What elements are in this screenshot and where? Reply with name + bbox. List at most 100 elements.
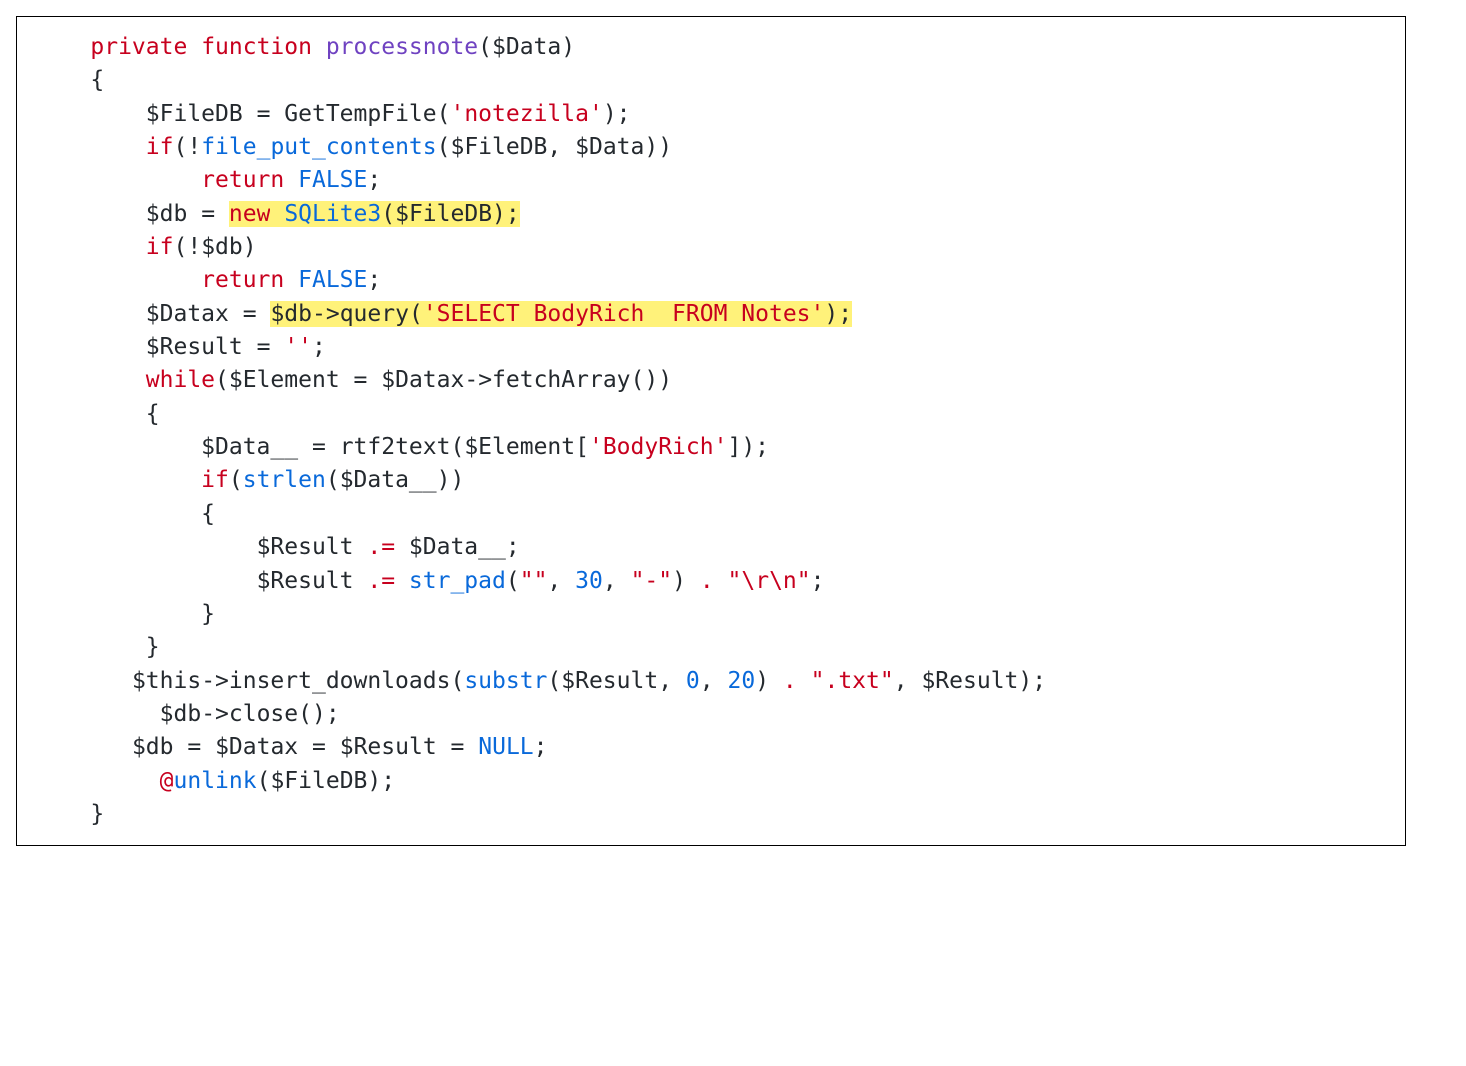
- token-variable: $Datax: [381, 367, 464, 393]
- token-punctuation: !: [187, 234, 201, 260]
- indent: [35, 668, 132, 694]
- token-punctuation: ): [755, 668, 769, 694]
- token-punctuation: ->: [201, 701, 229, 727]
- token-keyword: .: [783, 668, 797, 694]
- token-keyword: function: [201, 34, 312, 60]
- token-punctuation: ): [492, 201, 506, 227]
- token-builtin: substr: [464, 668, 547, 694]
- code-line: return FALSE;: [35, 264, 1387, 297]
- token-punctuation: =: [257, 334, 271, 360]
- token-variable: $this: [132, 668, 201, 694]
- token-text: [270, 201, 284, 227]
- token-punctuation: {: [201, 501, 215, 527]
- token-punctuation: ;: [367, 267, 381, 293]
- token-string: "": [520, 568, 548, 594]
- code-container: private function processnote($Data) { $F…: [16, 16, 1406, 846]
- indent: [35, 367, 146, 393]
- token-text: [173, 734, 187, 760]
- token-punctuation: ;: [755, 434, 769, 460]
- code-line: }: [35, 631, 1387, 664]
- token-punctuation: ): [603, 101, 617, 127]
- token-punctuation: =: [257, 101, 271, 127]
- indent: [35, 467, 201, 493]
- token-punctuation: (: [381, 201, 395, 227]
- code-line: $db = $Datax = $Result = NULL;: [35, 731, 1387, 764]
- code-line: while($Element = $Datax->fetchArray()): [35, 364, 1387, 397]
- token-punctuation: ): [437, 467, 451, 493]
- token-text: [672, 668, 686, 694]
- token-number: 20: [728, 668, 756, 694]
- token-text: [243, 101, 257, 127]
- indent: [35, 701, 146, 727]
- token-text: [464, 734, 478, 760]
- token-keyword: while: [146, 367, 215, 393]
- token-variable: $db: [201, 234, 243, 260]
- token-variable: $Element: [229, 367, 340, 393]
- token-text: query: [340, 301, 409, 327]
- token-variable: $Data__: [409, 534, 506, 560]
- token-punctuation: ;: [326, 701, 340, 727]
- token-text: [229, 301, 243, 327]
- token-variable: $Data__: [201, 434, 298, 460]
- token-text: [243, 334, 257, 360]
- token-punctuation: ): [312, 701, 326, 727]
- token-punctuation: (: [450, 668, 464, 694]
- token-punctuation: =: [312, 734, 326, 760]
- token-punctuation: ): [243, 234, 257, 260]
- indent: [35, 734, 132, 760]
- token-text: GetTempFile: [284, 101, 436, 127]
- token-text: [769, 668, 783, 694]
- token-punctuation: (: [298, 701, 312, 727]
- indent: [35, 401, 146, 427]
- token-variable: $Result: [921, 668, 1018, 694]
- code-line: }: [35, 798, 1387, 831]
- token-punctuation: ;: [367, 167, 381, 193]
- token-text: [437, 734, 451, 760]
- token-punctuation: (: [450, 434, 464, 460]
- token-punctuation: ;: [506, 201, 520, 227]
- indent: [35, 67, 90, 93]
- token-variable: $Result: [257, 534, 354, 560]
- token-keyword: if: [146, 234, 174, 260]
- indent: [35, 434, 201, 460]
- token-string: 'SELECT BodyRich FROM Notes': [423, 301, 825, 327]
- token-keyword: new: [229, 201, 271, 227]
- token-punctuation: ;: [534, 734, 548, 760]
- code-line: @unlink($FileDB);: [35, 765, 1387, 798]
- token-text: [312, 34, 326, 60]
- token-variable: $db: [146, 201, 188, 227]
- indent: [35, 534, 257, 560]
- token-punctuation: ): [658, 367, 672, 393]
- token-punctuation: ->: [201, 668, 229, 694]
- token-text: [284, 167, 298, 193]
- token-variable: $db: [270, 301, 312, 327]
- code-line: $Result = '';: [35, 331, 1387, 364]
- token-variable: $Datax: [146, 301, 229, 327]
- indent: [35, 167, 201, 193]
- token-keyword: if: [201, 467, 229, 493]
- token-punctuation: =: [243, 301, 257, 327]
- token-text: [395, 568, 409, 594]
- token-variable: $Datax: [215, 734, 298, 760]
- token-punctuation: ;: [506, 534, 520, 560]
- indent: [35, 634, 146, 660]
- token-punctuation: (: [478, 34, 492, 60]
- token-punctuation: (: [547, 668, 561, 694]
- code-line: $db->close();: [35, 698, 1387, 731]
- code-line: {: [35, 498, 1387, 531]
- token-string: 'BodyRich': [589, 434, 727, 460]
- token-keyword: .=: [367, 534, 395, 560]
- token-text: [908, 668, 922, 694]
- token-variable: $Data: [492, 34, 561, 60]
- token-punctuation: ;: [838, 301, 852, 327]
- token-text: rtf2text: [340, 434, 451, 460]
- token-punctuation: !: [187, 134, 201, 160]
- token-text: [395, 534, 409, 560]
- token-text: [146, 768, 160, 794]
- token-punctuation: ): [824, 301, 838, 327]
- token-punctuation: =: [451, 734, 465, 760]
- token-text: [298, 434, 312, 460]
- token-punctuation: ,: [700, 668, 714, 694]
- token-punctuation: =: [187, 734, 201, 760]
- token-punctuation: ): [1018, 668, 1032, 694]
